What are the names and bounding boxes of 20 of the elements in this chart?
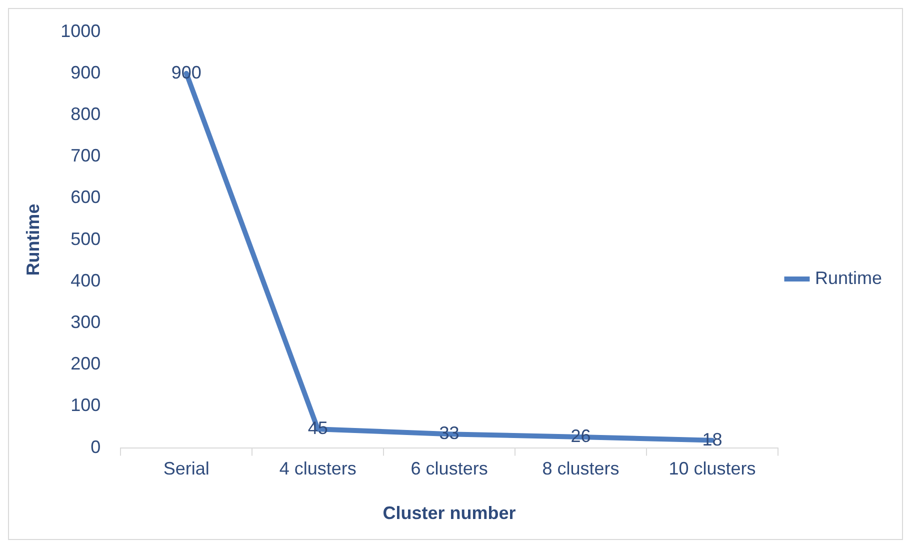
y-tick-label: 600 [70,187,101,208]
x-axis-title: Cluster number [382,503,516,524]
y-tick-label: 500 [70,228,101,249]
x-tick-label: 4 clusters [279,458,356,479]
x-tick-label: 8 clusters [542,458,620,479]
data-label: 900 [171,62,202,82]
y-tick-label: 900 [70,62,101,82]
y-tick-label: 100 [70,395,101,416]
y-tick-label: 0 [90,436,101,457]
y-tick-label: 700 [70,146,101,166]
y-tick-label: 400 [70,270,101,290]
y-tick-label: 300 [70,312,101,332]
y-axis-title: Runtime [22,204,43,276]
y-tick-label: 800 [70,104,101,124]
x-tick-label: 6 clusters [410,458,488,479]
x-tick-label: 10 clusters [668,458,756,479]
legend-label: Runtime [814,268,882,288]
x-tick-label: Serial [163,458,210,479]
y-tick-label: 1000 [60,20,101,41]
y-tick-label: 200 [70,354,101,374]
